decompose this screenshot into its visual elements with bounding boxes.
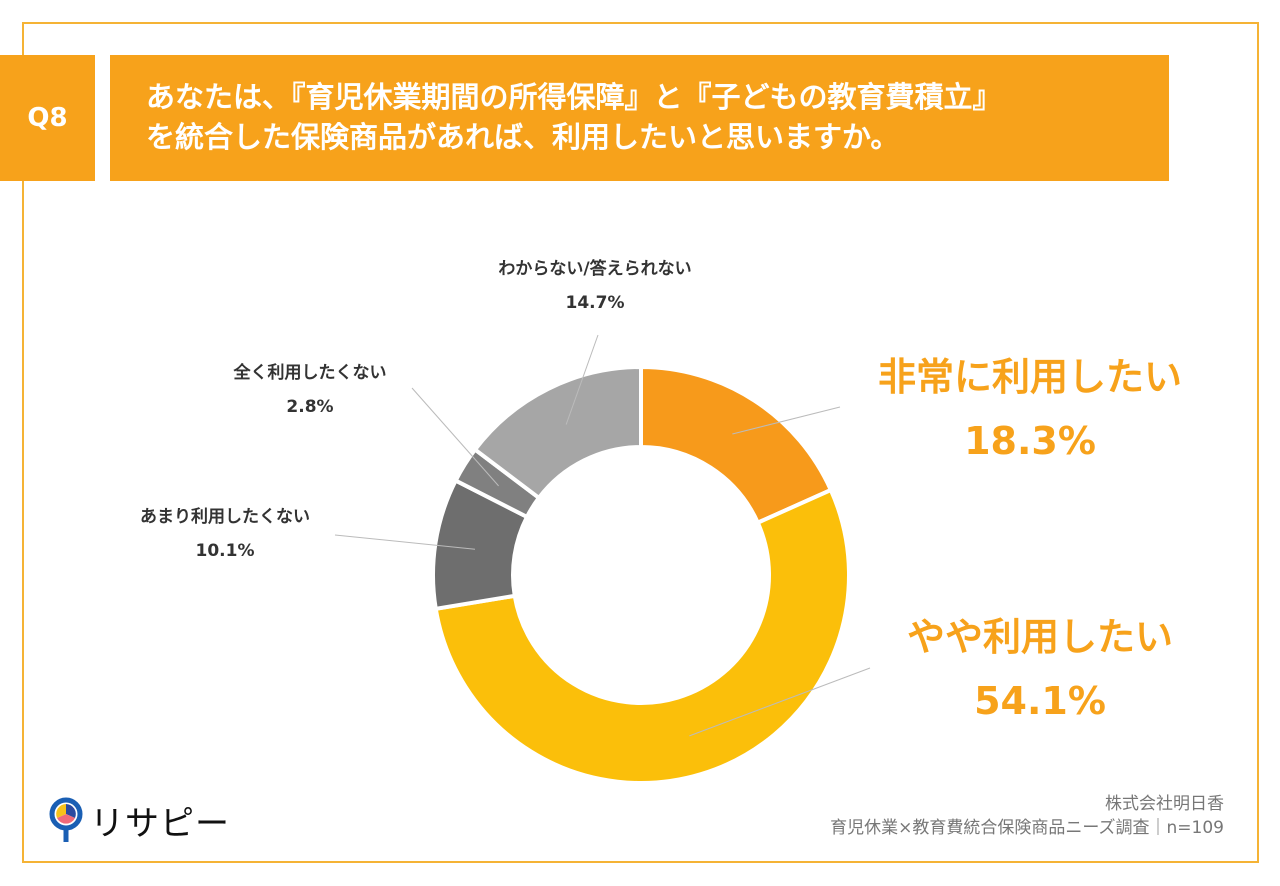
title-line-2: を統合した保険商品があれば、利用したいと思いますか。	[146, 120, 900, 154]
label-dont-know: わからない/答えられない 14.7%	[440, 252, 750, 320]
logo-text: リサピー	[90, 804, 230, 844]
donut-segment-1	[433, 487, 851, 785]
page-frame	[22, 22, 1259, 863]
title-line-1: あなたは、『育児休業期間の所得保障』と『子どもの教育費積立』	[146, 80, 1002, 114]
value-label: 2.8%	[286, 397, 334, 417]
category-label: あまり利用したくない	[140, 507, 310, 527]
survey-info: 育児休業×教育費統合保険商品ニーズ調査｜n=109	[830, 818, 1224, 838]
question-number: Q8	[0, 55, 95, 181]
category-label: 全く利用したくない	[233, 363, 387, 383]
leader-line-0	[732, 406, 841, 435]
value-label: 10.1%	[195, 541, 255, 561]
leader-line-4	[565, 334, 599, 425]
risapi-logo: リサピー	[48, 796, 230, 845]
leader-line-2	[334, 534, 476, 550]
category-label: 非常に利用したい	[877, 355, 1182, 399]
value-label: 54.1%	[974, 679, 1106, 723]
category-label: わからない/答えられない	[498, 259, 692, 279]
value-label: 18.3%	[964, 419, 1096, 463]
label-somewhat: やや利用したい 54.1%	[880, 605, 1200, 733]
label-very-much: 非常に利用したい 18.3%	[860, 345, 1200, 473]
label-not-at-all: 全く利用したくない 2.8%	[180, 356, 440, 424]
footer-credit: 株式会社明日香 育児休業×教育費統合保険商品ニーズ調査｜n=109	[830, 792, 1224, 840]
value-label: 14.7%	[565, 293, 625, 313]
leader-line-1	[689, 667, 871, 737]
question-title: あなたは、『育児休業期間の所得保障』と『子どもの教育費積立』 を統合した保険商品…	[110, 55, 1169, 181]
donut-segment-0	[639, 364, 834, 526]
label-not-much: あまり利用したくない 10.1%	[95, 500, 355, 568]
leader-line-3	[411, 387, 499, 487]
donut-segment-4	[472, 364, 643, 501]
logo-icon	[49, 797, 83, 842]
company-name: 株式会社明日香	[1105, 794, 1224, 814]
category-label: やや利用したい	[906, 615, 1173, 659]
